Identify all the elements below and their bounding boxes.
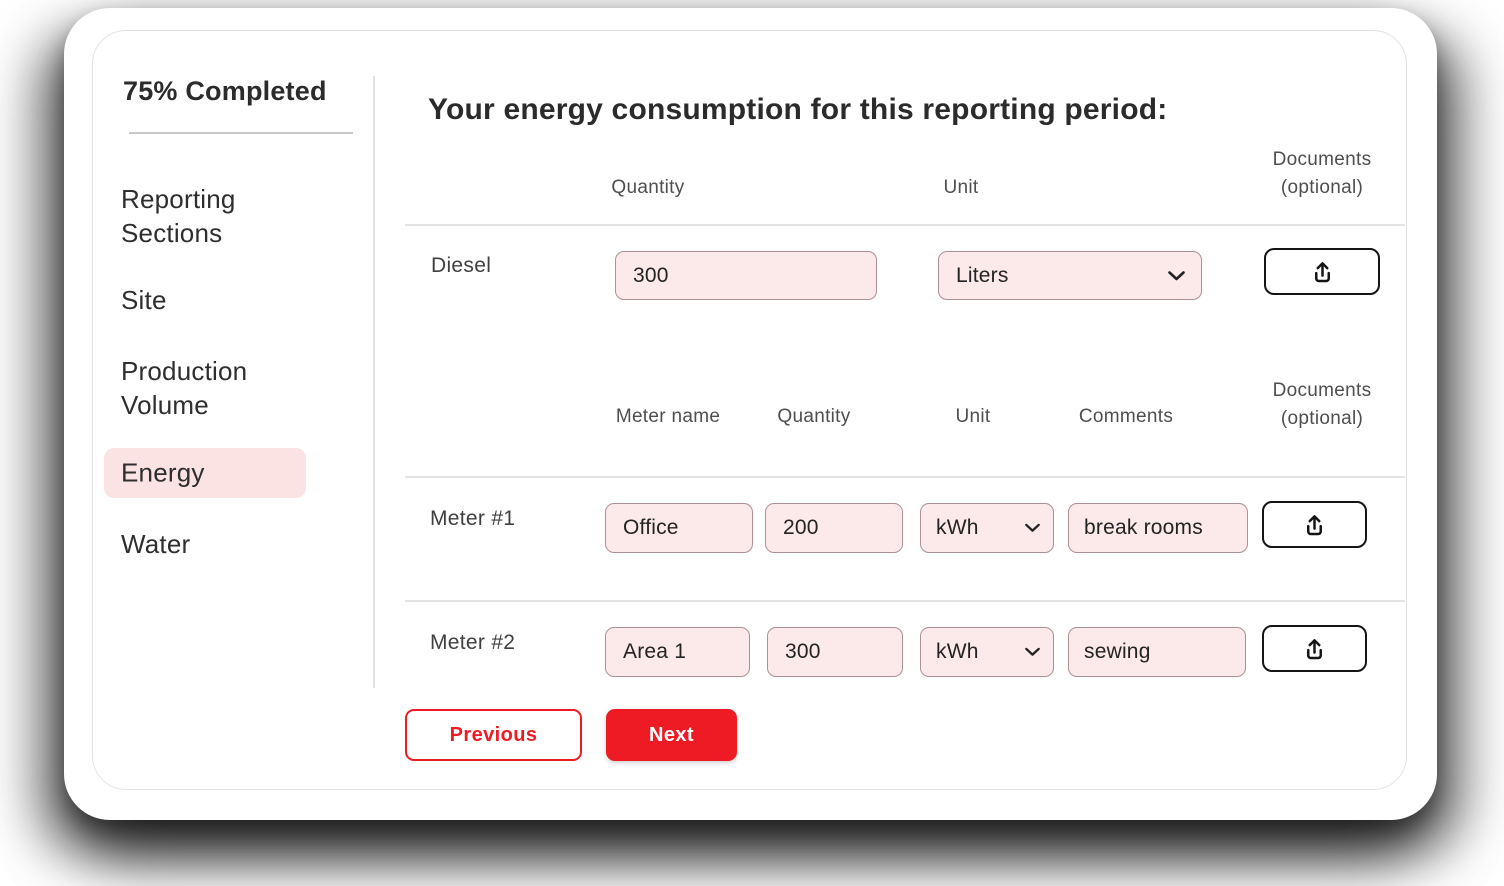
- diesel-unit-value: Liters: [956, 263, 1009, 287]
- meter-header-quantity: Quantity: [777, 406, 851, 427]
- meter-row-label: Meter #2: [430, 631, 516, 654]
- sidebar-item-reporting-sections[interactable]: Reporting Sections: [121, 184, 236, 248]
- fuel-table-divider: [405, 224, 1405, 226]
- sidebar-item-site[interactable]: Site: [121, 285, 167, 315]
- fuel-header-documents: Documents (optional): [1252, 146, 1392, 202]
- chevron-down-icon: [1025, 647, 1040, 656]
- progress-label: 75% Completed: [123, 76, 327, 106]
- sidebar-item-production-volume[interactable]: Production Volume: [121, 356, 248, 420]
- meter2-unit-value: kWh: [936, 640, 979, 663]
- fuel-header-quantity: Quantity: [611, 177, 685, 198]
- meter-header-unit: Unit: [955, 406, 991, 427]
- upload-icon: [1307, 514, 1322, 535]
- upload-icon: [1314, 261, 1330, 282]
- meter1-unit-select[interactable]: kWh: [920, 503, 1054, 553]
- meter-table-divider-2: [405, 600, 1405, 602]
- meter1-comments-input[interactable]: [1068, 503, 1248, 553]
- meter-header-documents: Documents (optional): [1252, 377, 1392, 433]
- meter2-name-input[interactable]: [605, 627, 750, 677]
- sidebar-item-energy-active[interactable]: Energy: [104, 448, 306, 498]
- chevron-down-icon: [1025, 523, 1040, 532]
- page-title: Your energy consumption for this reporti…: [428, 93, 1168, 126]
- meter-header-name: Meter name: [615, 406, 721, 427]
- diesel-upload-button[interactable]: [1264, 248, 1380, 295]
- chevron-down-icon: [1168, 270, 1185, 280]
- next-button[interactable]: Next: [606, 709, 737, 761]
- meter2-upload-button[interactable]: [1262, 625, 1367, 672]
- meter1-unit-value: kWh: [936, 516, 979, 539]
- fuel-row-label: Diesel: [431, 254, 492, 277]
- upload-icon: [1307, 638, 1322, 659]
- sidebar-item-water[interactable]: Water: [121, 529, 191, 559]
- diesel-quantity-input[interactable]: [615, 251, 877, 300]
- meter1-quantity-input[interactable]: [765, 503, 903, 553]
- meter1-upload-button[interactable]: [1262, 501, 1367, 548]
- meter-header-comments: Comments: [1078, 406, 1174, 427]
- fuel-header-documents-line2: (optional): [1280, 177, 1364, 198]
- meter2-comments-input[interactable]: [1068, 627, 1246, 677]
- meter-row-label: Meter #1: [430, 507, 516, 530]
- meter-header-documents-line1: Documents: [1272, 380, 1372, 401]
- meter1-name-input[interactable]: [605, 503, 753, 553]
- diesel-unit-select[interactable]: Liters: [938, 251, 1202, 300]
- meter-header-documents-line2: (optional): [1280, 408, 1364, 429]
- fuel-header-documents-line1: Documents: [1272, 149, 1372, 170]
- meter2-quantity-input[interactable]: [767, 627, 903, 677]
- sidebar-item-energy-label: Energy: [121, 457, 205, 488]
- sidebar-divider: [373, 76, 375, 688]
- previous-button[interactable]: Previous: [405, 709, 582, 761]
- progress-underline: [129, 132, 353, 134]
- fuel-header-unit: Unit: [943, 177, 979, 198]
- meter-table-divider-1: [405, 476, 1405, 478]
- meter2-unit-select[interactable]: kWh: [920, 627, 1054, 677]
